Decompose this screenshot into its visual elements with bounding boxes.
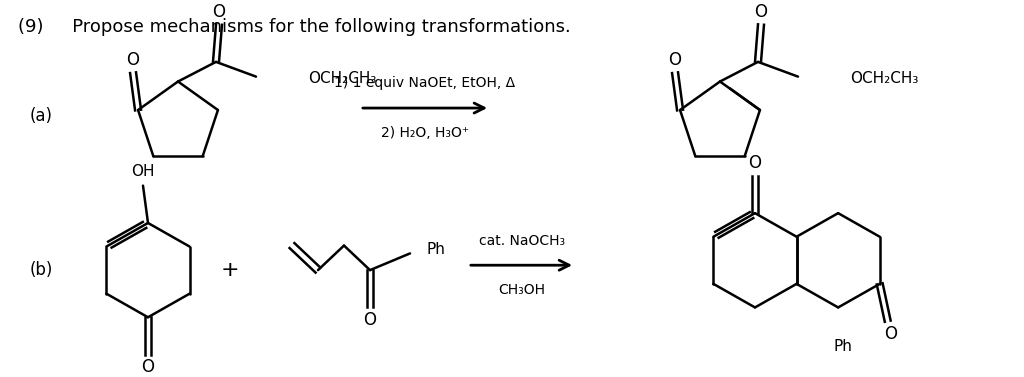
Text: O: O: [755, 3, 768, 21]
Text: +: +: [221, 260, 240, 280]
Text: O: O: [749, 154, 762, 172]
Text: (a): (a): [30, 107, 53, 125]
Text: O: O: [127, 51, 139, 69]
Text: OCH₂CH₃: OCH₂CH₃: [850, 71, 919, 86]
Text: cat. NaOCH₃: cat. NaOCH₃: [479, 233, 565, 248]
Text: (9)     Propose mechanisms for the following transformations.: (9) Propose mechanisms for the following…: [18, 18, 570, 36]
Text: O: O: [884, 325, 897, 343]
Text: O: O: [213, 3, 225, 21]
Text: 2) H₂O, H₃O⁺: 2) H₂O, H₃O⁺: [381, 126, 469, 140]
Text: O: O: [141, 359, 155, 376]
Text: Ph: Ph: [834, 339, 853, 354]
Text: O: O: [669, 51, 682, 69]
Text: O: O: [364, 311, 377, 329]
Text: OH: OH: [131, 164, 155, 179]
Text: CH₃OH: CH₃OH: [499, 283, 546, 297]
Text: Ph: Ph: [426, 242, 444, 257]
Text: OCH₂CH₃: OCH₂CH₃: [308, 71, 377, 86]
Text: (b): (b): [30, 261, 53, 279]
Text: 1) 1 equiv NaOEt, EtOH, Δ: 1) 1 equiv NaOEt, EtOH, Δ: [335, 77, 515, 90]
